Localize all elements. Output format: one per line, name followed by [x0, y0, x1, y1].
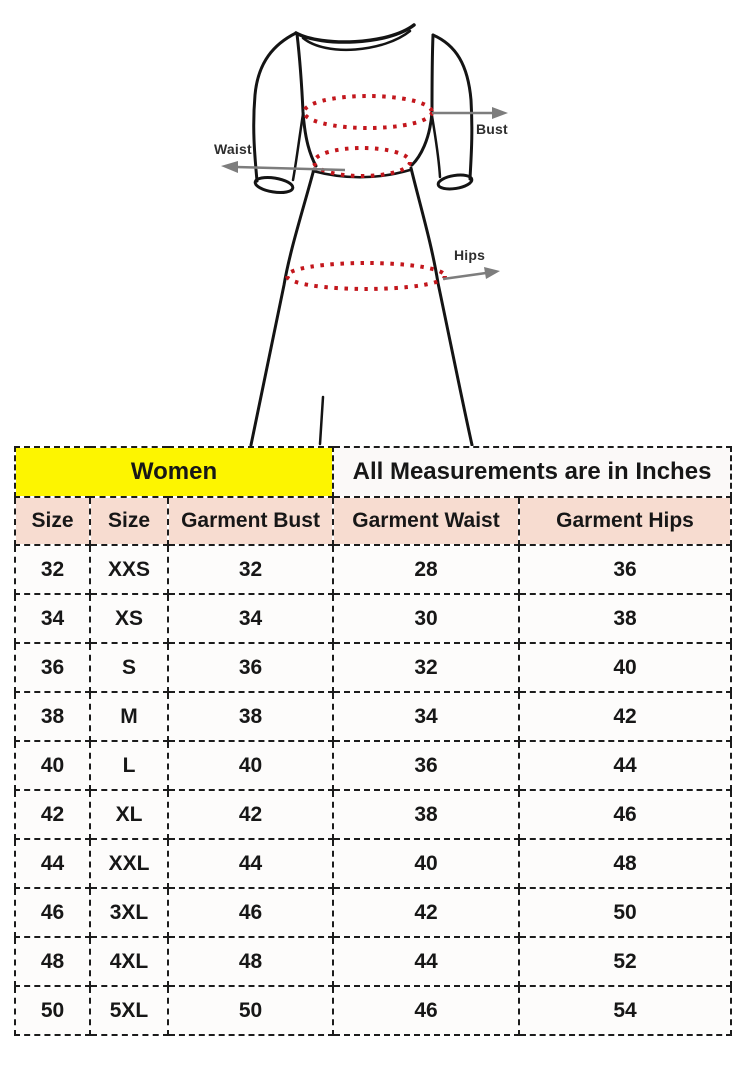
size-number-cell: 38	[14, 691, 91, 742]
size-label-cell: XXL	[89, 838, 169, 889]
garment-waist-cell: 28	[332, 544, 521, 595]
size-label-cell: XL	[89, 789, 169, 840]
dress-illustration	[221, 23, 508, 446]
table-row: 46 3XL 46 42 50	[14, 887, 733, 938]
garment-waist-cell: 36	[332, 740, 521, 791]
garment-bust-cell: 34	[166, 593, 335, 644]
size-label-cell: L	[89, 740, 169, 791]
garment-bust-cell: 32	[166, 544, 335, 595]
garment-waist-cell: 42	[332, 887, 521, 938]
bust-arrow	[432, 107, 508, 119]
size-number-cell: 42	[14, 789, 91, 840]
size-table-body: 32 XXS 32 28 36 34 XS 34 30 38 36 S 36 32 40 38 M 38 34 42 4…	[14, 544, 733, 1036]
garment-bust-cell: 36	[166, 642, 335, 693]
garment-bust-cell: 40	[166, 740, 335, 791]
bust-measure-ellipse	[302, 94, 434, 130]
bust-label: Bust	[476, 121, 508, 137]
size-label-cell: 4XL	[89, 936, 169, 987]
garment-hips-cell: 50	[518, 887, 733, 938]
table-row: 50 5XL 50 46 54	[14, 985, 733, 1036]
hips-arrow	[442, 267, 500, 281]
garment-hips-cell: 38	[518, 593, 733, 644]
garment-hips-cell: 44	[518, 740, 733, 791]
size-number-cell: 36	[14, 642, 91, 693]
size-label-cell: XS	[89, 593, 169, 644]
table-row: 38 M 38 34 42	[14, 691, 733, 742]
table-row: 32 XXS 32 28 36	[14, 544, 733, 595]
garment-bust-cell: 48	[166, 936, 335, 987]
garment-bust-cell: 44	[166, 838, 335, 889]
units-header: All Measurements are in Inches	[332, 446, 733, 498]
size-table: Women All Measurements are in Inches Siz…	[13, 446, 733, 1036]
garment-waist-cell: 32	[332, 642, 521, 693]
col-header-garment-bust: Garment Bust	[166, 496, 335, 546]
size-label-cell: XXS	[89, 544, 169, 595]
table-row: 36 S 36 32 40	[14, 642, 733, 693]
garment-waist-cell: 30	[332, 593, 521, 644]
garment-waist-cell: 46	[332, 985, 521, 1036]
waist-measure-ellipse	[312, 146, 412, 178]
waist-label: Waist	[214, 141, 252, 157]
size-number-cell: 34	[14, 593, 91, 644]
garment-bust-cell: 42	[166, 789, 335, 840]
garment-hips-cell: 40	[518, 642, 733, 693]
hips-measure-ellipse	[285, 261, 447, 291]
dress-measurement-diagram: Bust Waist Hips	[0, 0, 746, 446]
size-number-cell: 48	[14, 936, 91, 987]
table-row: 48 4XL 48 44 52	[14, 936, 733, 987]
group-header-row: Women All Measurements are in Inches	[13, 446, 733, 498]
waist-arrow	[221, 161, 346, 173]
garment-bust-cell: 50	[166, 985, 335, 1036]
garment-bust-cell: 38	[166, 691, 335, 742]
size-label-cell: 5XL	[89, 985, 169, 1036]
size-label-cell: 3XL	[89, 887, 169, 938]
size-label-cell: M	[89, 691, 169, 742]
garment-waist-cell: 40	[332, 838, 521, 889]
garment-hips-cell: 36	[518, 544, 733, 595]
column-header-row: Size Size Garment Bust Garment Waist Gar…	[14, 496, 733, 546]
size-number-cell: 50	[14, 985, 91, 1036]
size-number-cell: 44	[14, 838, 91, 889]
table-row: 42 XL 42 38 46	[14, 789, 733, 840]
size-number-cell: 32	[14, 544, 91, 595]
garment-waist-cell: 34	[332, 691, 521, 742]
hips-label: Hips	[454, 247, 486, 263]
garment-waist-cell: 44	[332, 936, 521, 987]
col-header-size-number: Size	[14, 496, 91, 546]
size-number-cell: 46	[14, 887, 91, 938]
table-row: 34 XS 34 30 38	[14, 593, 733, 644]
size-number-cell: 40	[14, 740, 91, 791]
garment-bust-cell: 46	[166, 887, 335, 938]
garment-hips-cell: 54	[518, 985, 733, 1036]
garment-waist-cell: 38	[332, 789, 521, 840]
garment-hips-cell: 48	[518, 838, 733, 889]
size-label-cell: S	[89, 642, 169, 693]
table-row: 40 L 40 36 44	[14, 740, 733, 791]
col-header-garment-hips: Garment Hips	[518, 496, 733, 546]
col-header-garment-waist: Garment Waist	[332, 496, 521, 546]
garment-hips-cell: 46	[518, 789, 733, 840]
table-row: 44 XXL 44 40 48	[14, 838, 733, 889]
col-header-size-label: Size	[89, 496, 169, 546]
women-header: Women	[13, 446, 335, 498]
garment-hips-cell: 52	[518, 936, 733, 987]
garment-hips-cell: 42	[518, 691, 733, 742]
